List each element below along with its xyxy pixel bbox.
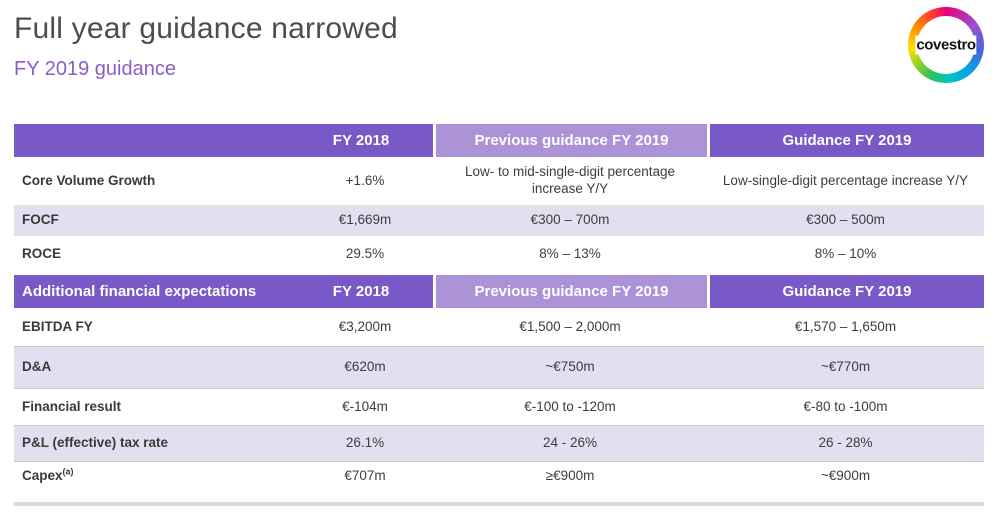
row-fy2018-value: €1,669m [338, 212, 392, 228]
row-fy2018-value: €707m [344, 468, 386, 484]
header-fy2018-label: FY 2018 [332, 132, 390, 149]
header-cell-guidance: Guidance FY 2019 [710, 275, 984, 308]
row-label: P&L (effective) tax rate [22, 435, 169, 451]
header-label: Additional financial expectations [22, 283, 257, 300]
row-guidance-value: 8% – 10% [814, 245, 877, 261]
row-guidance-value: ~€900m [820, 468, 871, 484]
row-guidance-value: €300 – 500m [806, 212, 885, 228]
footnote-marker: (a) [62, 466, 74, 477]
row-previous-guidance-value: ≥€900m [545, 468, 595, 484]
row-previous-guidance-value: Low- to mid-single-digit percentage incr… [464, 164, 676, 196]
row-fy2018-value: €3,200m [338, 318, 392, 334]
row-label: Capex(a) [14, 466, 297, 485]
header-cell-fy2018: FY 2018 [14, 124, 433, 157]
header-cell-previous-guidance: Previous guidance FY 2019 [436, 275, 707, 308]
row-label: Core Volume Growth [22, 172, 156, 188]
row-previous-guidance-value: €-100 to -120m [524, 398, 616, 414]
row-guidance-value: ~€770m [820, 359, 871, 375]
header-cell-additional-expectations: Additional financial expectations FY 201… [14, 275, 433, 308]
table-row-ebitda-fy: EBITDA FY €3,200m €1,500 – 2,000m €1,570… [14, 308, 984, 346]
row-previous-guidance-value: 8% – 13% [539, 245, 601, 261]
row-label: EBITDA FY [22, 318, 93, 334]
row-label: Financial result [22, 398, 122, 414]
row-previous-guidance-value: ~€750m [545, 359, 595, 375]
capex-label: Capex [22, 468, 63, 484]
table-row-d-and-a: D&A €620m ~€750m ~€770m [14, 346, 984, 388]
row-label: ROCE [22, 245, 62, 261]
table-header-row: FY 2018 Previous guidance FY 2019 Guidan… [14, 124, 984, 157]
table-row-financial-result: Financial result €-104m €-100 to -120m €… [14, 388, 984, 425]
row-previous-guidance-value: €300 – 700m [530, 212, 610, 228]
header-cell-previous-guidance: Previous guidance FY 2019 [436, 124, 707, 157]
row-guidance-value: 26 - 28% [818, 435, 873, 451]
table-row-roce: ROCE 29.5% 8% – 13% 8% – 10% [14, 235, 984, 272]
logo-wordmark: covestro [915, 35, 977, 55]
table-row-core-volume-growth: Core Volume Growth +1.6% Low- to mid-sin… [14, 157, 984, 205]
header-fy2018-label: FY 2018 [332, 283, 390, 300]
row-previous-guidance-value: €1,500 – 2,000m [519, 318, 621, 334]
row-previous-guidance-value: 24 - 26% [542, 435, 598, 451]
row-label: D&A [22, 359, 52, 375]
row-guidance-value: Low-single-digit percentage increase Y/Y [722, 172, 969, 188]
bottom-divider [14, 502, 984, 506]
row-fy2018-value: €620m [344, 359, 386, 375]
header-cell-guidance: Guidance FY 2019 [710, 124, 984, 157]
page-subtitle: FY 2019 guidance [14, 58, 176, 80]
row-guidance-value: €1,570 – 1,650m [794, 318, 897, 334]
row-guidance-value: €-80 to -100m [803, 398, 888, 414]
page-title: Full year guidance narrowed [14, 12, 398, 45]
table-header-row-additional: Additional financial expectations FY 201… [14, 275, 984, 308]
guidance-table: FY 2018 Previous guidance FY 2019 Guidan… [14, 124, 984, 491]
row-fy2018-value: 29.5% [345, 245, 385, 261]
row-fy2018-value: €-104m [342, 398, 388, 414]
table-row-pl-tax-rate: P&L (effective) tax rate 26.1% 24 - 26% … [14, 425, 984, 461]
row-fy2018-value: 26.1% [345, 435, 385, 451]
covestro-logo: covestro [908, 7, 984, 83]
table-row-capex: Capex(a) €707m ≥€900m ~€900m [14, 461, 984, 491]
row-label: FOCF [22, 212, 59, 228]
row-fy2018-value: +1.6% [345, 172, 385, 188]
table-row-focf: FOCF €1,669m €300 – 700m €300 – 500m [14, 205, 984, 235]
